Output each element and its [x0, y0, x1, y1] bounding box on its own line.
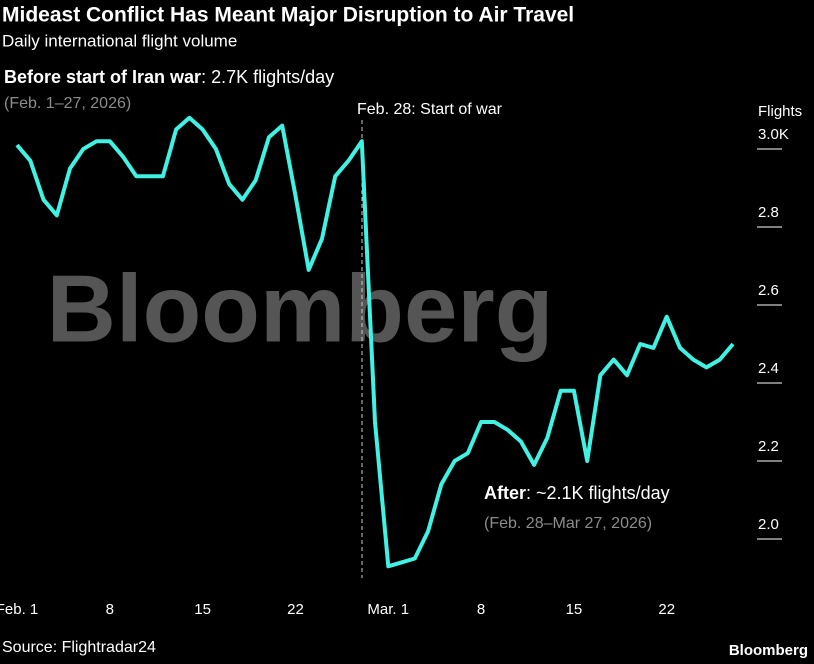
watermark: Bloomberg	[47, 255, 554, 362]
x-tick-label: 22	[287, 601, 304, 618]
x-tick-label: Mar. 1	[367, 601, 409, 618]
annotation-war: Feb. 28: Start of war	[357, 101, 503, 118]
chart-title: Mideast Conflict Has Meant Major Disrupt…	[2, 4, 574, 27]
x-tick-label: 15	[566, 601, 583, 618]
y-tick-label: 2.0	[758, 516, 779, 533]
annotation-text: : ~2.1K flights/day	[526, 483, 670, 503]
annotation-bold: Before start of Iran war	[4, 67, 201, 87]
annotation-before: Before start of Iran war: 2.7K flights/d…	[4, 67, 334, 87]
y-tick-label: 2.8	[758, 204, 779, 221]
source: Source: Flightradar24	[2, 639, 156, 656]
chart-subtitle: Daily international flight volume	[2, 31, 237, 50]
y-tick-label: 2.6	[758, 282, 779, 299]
x-tick-label: 15	[194, 601, 211, 618]
x-tick-label: Feb. 1	[0, 601, 38, 618]
annotation-text: : 2.7K flights/day	[201, 67, 334, 87]
y-tick-label: 3.0K	[758, 126, 789, 143]
x-tick-label: 8	[477, 601, 485, 618]
brand: Bloomberg	[729, 642, 808, 659]
y-tick-label: 2.2	[758, 438, 779, 455]
y-tick-label: 2.4	[758, 360, 779, 377]
annotation-after: After: ~2.1K flights/day	[484, 483, 670, 503]
annotation-range: (Feb. 1–27, 2026)	[4, 95, 131, 112]
annotation-range: (Feb. 28–Mar 27, 2026)	[484, 515, 652, 532]
annotation-bold: After	[484, 483, 526, 503]
line-series	[15, 115, 735, 569]
x-tick-label: 8	[106, 601, 114, 618]
y-axis-label: Flights	[758, 103, 802, 120]
x-tick-label: 22	[658, 601, 675, 618]
